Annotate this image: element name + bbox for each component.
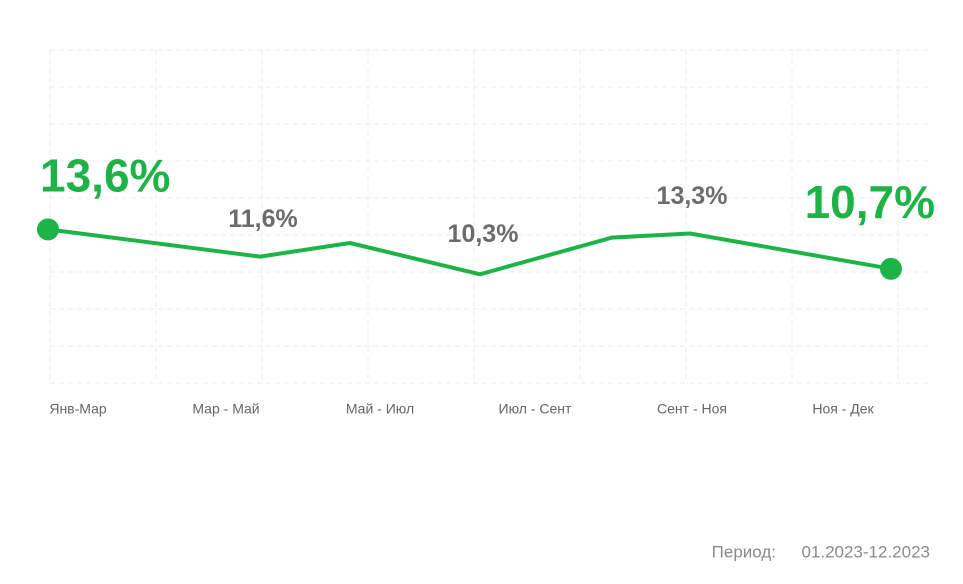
line xyxy=(47,227,892,277)
value-label: 10,7% xyxy=(805,176,935,228)
value-label: 10,3% xyxy=(448,220,519,248)
period: 01.2023-12.2023 xyxy=(801,542,930,561)
value-label: 13,3% xyxy=(657,182,728,210)
x-tick-label: Янв-Мар xyxy=(49,401,107,417)
period-label: Период: xyxy=(712,542,776,561)
point xyxy=(37,218,59,241)
value-label: 13,6% xyxy=(40,150,170,202)
x-tick-label: Май - Июл xyxy=(346,401,414,417)
value-label: 11,6% xyxy=(228,205,298,233)
x-tick-label: Мар - Май xyxy=(192,401,259,417)
x-tick-label: Ноя - Дек xyxy=(812,401,874,417)
point xyxy=(880,257,902,280)
x-tick-label: Сент - Ноя xyxy=(657,401,727,417)
x-tick-label: Июл - Сент xyxy=(499,401,572,417)
